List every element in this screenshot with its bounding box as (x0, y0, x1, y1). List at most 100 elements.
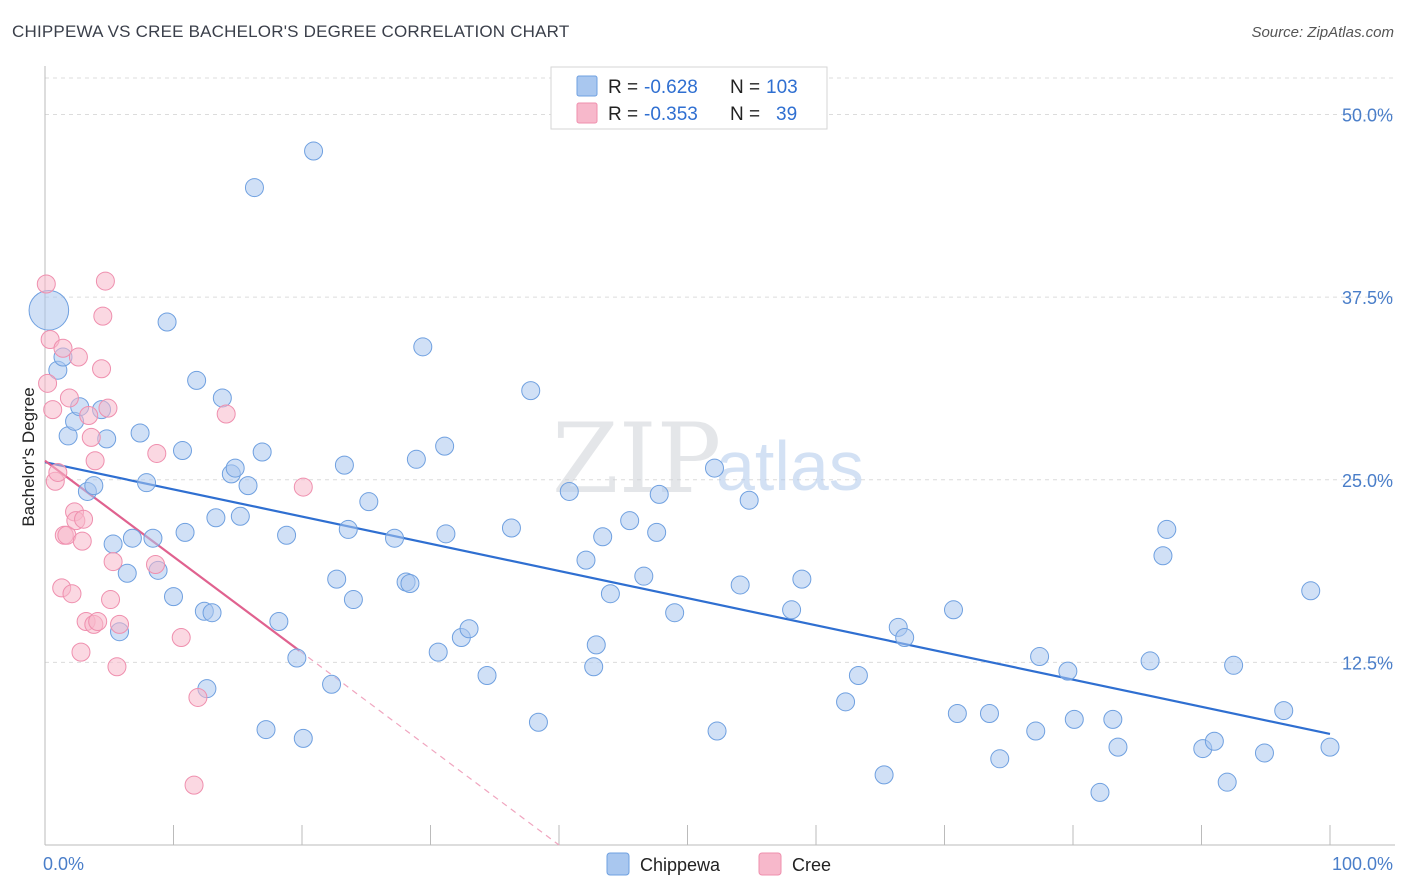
point-chippewa[interactable] (665, 603, 685, 623)
point-chippewa[interactable] (343, 590, 363, 610)
point-chippewa[interactable] (293, 728, 313, 748)
point-chippewa[interactable] (459, 619, 479, 639)
point-chippewa[interactable] (202, 603, 222, 623)
point-chippewa[interactable] (1217, 772, 1237, 792)
point-chippewa[interactable] (792, 569, 812, 589)
point-cree[interactable] (79, 405, 99, 425)
point-chippewa[interactable] (413, 337, 433, 357)
point-cree[interactable] (43, 400, 63, 420)
point-chippewa[interactable] (230, 506, 250, 526)
point-cree[interactable] (98, 398, 118, 418)
point-cree[interactable] (48, 462, 68, 482)
point-chippewa[interactable] (225, 458, 245, 478)
point-cree[interactable] (188, 687, 208, 707)
point-chippewa[interactable] (269, 611, 289, 631)
point-cree[interactable] (184, 775, 204, 795)
point-chippewa[interactable] (584, 657, 604, 677)
point-chippewa[interactable] (593, 527, 613, 547)
point-chippewa[interactable] (1153, 546, 1173, 566)
point-cree[interactable] (171, 628, 191, 648)
point-chippewa[interactable] (338, 519, 358, 539)
point-chippewa[interactable] (895, 628, 915, 648)
point-chippewa[interactable] (990, 749, 1010, 769)
point-chippewa[interactable] (943, 600, 963, 620)
point-cree[interactable] (53, 338, 73, 358)
point-chippewa[interactable] (477, 666, 497, 686)
point-cree[interactable] (38, 373, 58, 393)
point-chippewa[interactable] (1274, 701, 1294, 721)
point-chippewa[interactable] (576, 550, 596, 570)
point-chippewa[interactable] (327, 569, 347, 589)
point-cree[interactable] (68, 347, 88, 367)
point-chippewa[interactable] (600, 584, 620, 604)
point-chippewa[interactable] (322, 674, 342, 694)
point-chippewa[interactable] (122, 528, 142, 548)
point-cree[interactable] (101, 590, 121, 610)
point-cree[interactable] (93, 306, 113, 326)
point-chippewa[interactable] (304, 141, 324, 161)
point-cree[interactable] (62, 584, 82, 604)
point-chippewa[interactable] (385, 528, 405, 548)
point-chippewa[interactable] (103, 534, 123, 554)
point-chippewa[interactable] (175, 522, 195, 542)
point-cree[interactable] (216, 404, 236, 424)
point-chippewa[interactable] (1103, 709, 1123, 729)
point-chippewa[interactable] (649, 484, 669, 504)
point-chippewa[interactable] (436, 524, 456, 544)
point-chippewa[interactable] (157, 312, 177, 332)
point-chippewa[interactable] (1204, 731, 1224, 751)
point-chippewa[interactable] (244, 178, 264, 198)
point-cree[interactable] (146, 554, 166, 574)
point-chippewa[interactable] (528, 712, 548, 732)
point-cree[interactable] (92, 359, 112, 379)
point-chippewa[interactable] (28, 289, 70, 331)
point-chippewa[interactable] (400, 573, 420, 593)
point-chippewa[interactable] (1058, 661, 1078, 681)
point-chippewa[interactable] (435, 436, 455, 456)
point-chippewa[interactable] (1090, 782, 1110, 802)
point-chippewa[interactable] (647, 522, 667, 542)
point-chippewa[interactable] (1030, 647, 1050, 667)
point-chippewa[interactable] (1140, 651, 1160, 671)
point-chippewa[interactable] (1301, 581, 1321, 601)
point-chippewa[interactable] (334, 455, 354, 475)
point-chippewa[interactable] (143, 528, 163, 548)
point-cree[interactable] (110, 614, 130, 634)
point-cree[interactable] (107, 657, 127, 677)
point-cree[interactable] (293, 477, 313, 497)
point-cree[interactable] (85, 451, 105, 471)
point-chippewa[interactable] (212, 388, 232, 408)
point-chippewa[interactable] (406, 449, 426, 469)
point-chippewa[interactable] (172, 441, 192, 461)
point-chippewa[interactable] (947, 704, 967, 724)
point-cree[interactable] (81, 427, 101, 447)
point-chippewa[interactable] (84, 476, 104, 496)
point-chippewa[interactable] (187, 370, 207, 390)
point-chippewa[interactable] (836, 692, 856, 712)
point-chippewa[interactable] (277, 525, 297, 545)
point-cree[interactable] (95, 271, 115, 291)
point-chippewa[interactable] (1026, 721, 1046, 741)
point-chippewa[interactable] (164, 587, 183, 607)
point-chippewa[interactable] (707, 721, 727, 741)
point-chippewa[interactable] (252, 442, 272, 462)
point-cree[interactable] (103, 552, 123, 572)
point-chippewa[interactable] (117, 563, 137, 583)
point-chippewa[interactable] (559, 481, 579, 501)
point-chippewa[interactable] (620, 511, 640, 531)
point-cree[interactable] (147, 443, 167, 463)
point-chippewa[interactable] (1108, 737, 1128, 757)
point-chippewa[interactable] (206, 508, 226, 528)
point-chippewa[interactable] (1157, 519, 1177, 539)
point-cree[interactable] (88, 611, 108, 631)
point-chippewa[interactable] (1064, 709, 1084, 729)
point-chippewa[interactable] (739, 490, 759, 510)
point-chippewa[interactable] (521, 381, 541, 401)
point-chippewa[interactable] (586, 635, 606, 655)
point-chippewa[interactable] (137, 473, 157, 493)
point-chippewa[interactable] (730, 575, 750, 595)
point-cree[interactable] (72, 531, 92, 551)
point-chippewa[interactable] (501, 518, 521, 538)
point-chippewa[interactable] (359, 492, 379, 512)
point-cree[interactable] (36, 274, 56, 294)
